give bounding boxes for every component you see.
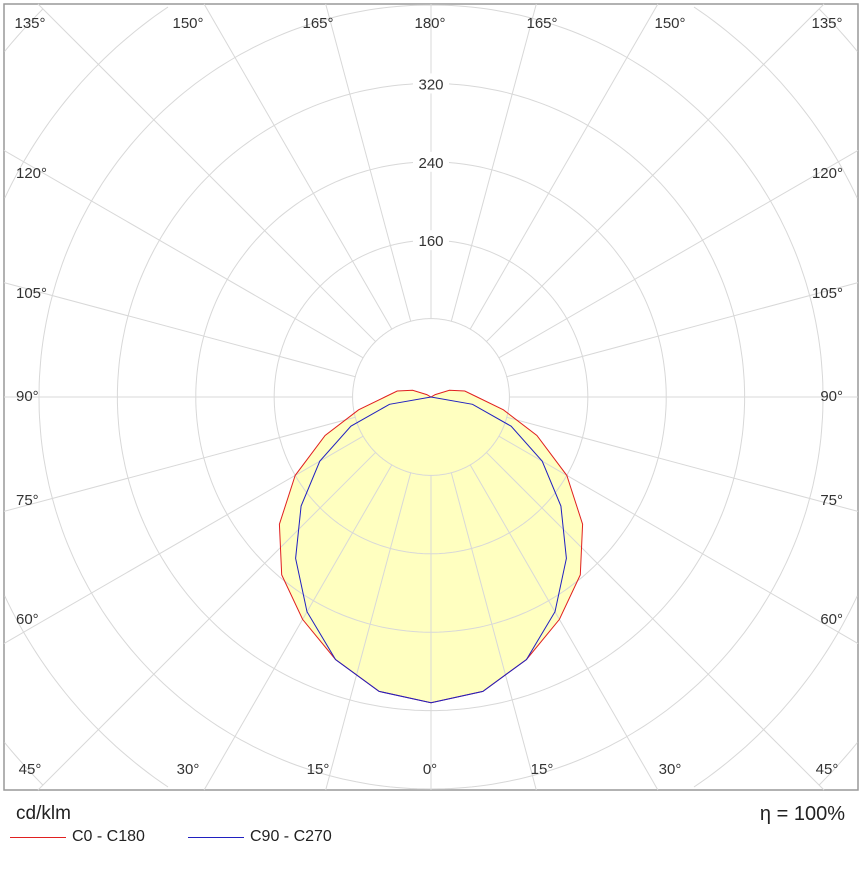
grid-ray [450, 472, 537, 791]
angle-label: 90° [820, 388, 843, 405]
grid-ring [4, 8, 858, 786]
angle-label: 120° [812, 165, 843, 182]
angle-label: 135° [811, 15, 842, 32]
legend-label: C0 - C180 [72, 828, 145, 845]
grid-ray [469, 464, 659, 791]
angle-label: 150° [654, 15, 685, 32]
angle-label: 75° [16, 492, 39, 509]
grid-ray [506, 282, 859, 378]
angle-label: 165° [526, 15, 557, 32]
grid-ray [486, 3, 825, 342]
grid-ray [203, 3, 393, 330]
angle-label: 135° [14, 15, 45, 32]
grid-ray [3, 416, 356, 512]
radial-tick-label: 160 [418, 233, 443, 250]
grid-ray [325, 472, 412, 791]
grid-ray [450, 3, 537, 322]
grid-ray [3, 150, 364, 359]
grid-ray [498, 150, 859, 359]
grid-ray [37, 3, 376, 342]
angle-label: 45° [19, 761, 42, 778]
angle-label: 75° [820, 492, 843, 509]
radial-label-bg [413, 73, 449, 94]
legend-swatch-blue [188, 836, 244, 838]
angle-label: 105° [16, 285, 47, 302]
grid-ray [469, 3, 659, 330]
angle-label: 15° [531, 761, 554, 778]
radial-tick-label: 240 [418, 155, 443, 172]
grid-ray [325, 3, 412, 322]
angle-label: 30° [659, 761, 682, 778]
angle-label: 60° [820, 611, 843, 628]
grid-ray [203, 464, 393, 791]
angle-label: 150° [172, 15, 203, 32]
legend-item-c0: C0 - C180 [10, 828, 145, 846]
angle-label: 165° [302, 15, 333, 32]
angle-label: 0° [423, 761, 437, 778]
legend-label: C90 - C270 [250, 828, 332, 845]
grid-ray [486, 452, 825, 791]
angle-label: 15° [307, 761, 330, 778]
angle-label: 60° [16, 611, 39, 628]
grid-ray [37, 452, 376, 791]
efficiency-label: η = 100% [759, 803, 845, 825]
grid-ray [3, 282, 356, 378]
angle-label: 105° [812, 285, 843, 302]
angle-label: 120° [16, 165, 47, 182]
angle-label: 90° [16, 388, 39, 405]
radial-tick-label: 320 [418, 76, 443, 93]
grid-ray [498, 435, 859, 644]
grid-ring [4, 6, 858, 788]
grid-ray [506, 416, 859, 512]
radial-label-bg [413, 151, 449, 172]
legend-item-c90: C90 - C270 [188, 828, 332, 846]
unit-label: cd/klm [16, 803, 71, 824]
angle-label: 45° [816, 761, 839, 778]
series-curve-1 [295, 396, 567, 704]
radial-label-bg [413, 230, 449, 251]
angle-label: 180° [414, 15, 445, 32]
grid-ray [3, 435, 364, 644]
angle-label: 30° [177, 761, 200, 778]
legend-swatch-red [10, 836, 66, 838]
